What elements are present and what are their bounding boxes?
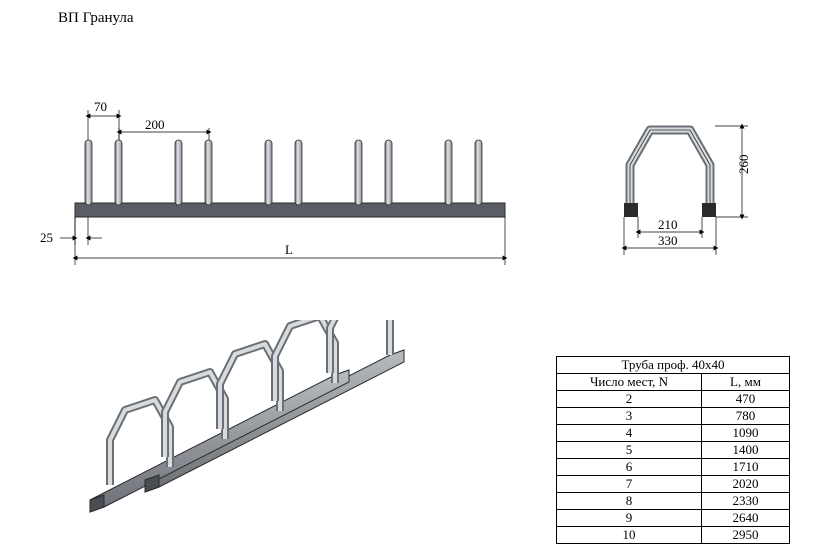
page-title: ВП Гранула xyxy=(58,10,133,27)
front-view-drawing: 70 200 25 L xyxy=(30,98,540,278)
iso-view-drawing xyxy=(60,320,440,530)
table-row: 102950 xyxy=(557,527,790,544)
table-row: 2470 xyxy=(557,391,790,408)
table-row: 92640 xyxy=(557,510,790,527)
dim-hoop-spacing: 200 xyxy=(145,117,165,132)
table-row: 72020 xyxy=(557,476,790,493)
dim-inner-width: 210 xyxy=(658,217,678,232)
spec-table: Труба проф. 40x40 Число мест, N L, мм 24… xyxy=(556,356,790,544)
dim-end-offset: 25 xyxy=(40,230,53,245)
dim-length: L xyxy=(285,242,293,257)
table-row: 51400 xyxy=(557,442,790,459)
table-col-n: Число мест, N xyxy=(557,374,702,391)
table-header-main: Труба проф. 40x40 xyxy=(557,357,790,374)
table-col-l: L, мм xyxy=(702,374,790,391)
table-row: 41090 xyxy=(557,425,790,442)
table-row: 82330 xyxy=(557,493,790,510)
dim-height: 260 xyxy=(736,155,751,175)
table-row: 3780 xyxy=(557,408,790,425)
side-view-drawing: 260 210 330 xyxy=(610,110,790,270)
table-row: 61710 xyxy=(557,459,790,476)
dim-hoop-width: 70 xyxy=(94,99,107,114)
dim-outer-width: 330 xyxy=(658,233,678,248)
